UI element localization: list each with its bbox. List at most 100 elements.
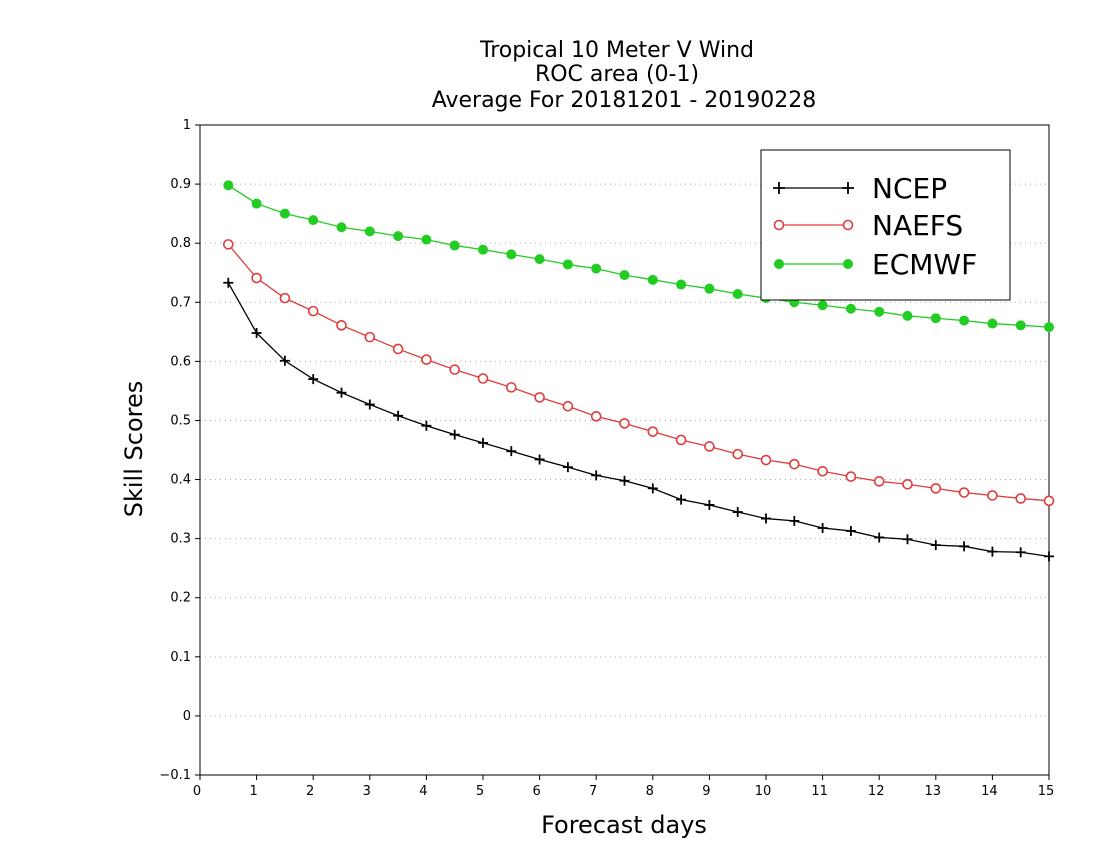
data-point-naefs — [279, 292, 291, 304]
legend-marker-ecmwf-left — [774, 259, 784, 269]
chart-title-line-3: Average For 20181201 - 20190228 — [432, 88, 817, 113]
legend-marker-naefs-right — [842, 219, 854, 231]
x-tick-label: 2 — [306, 784, 314, 799]
data-point-ecmwf — [421, 234, 432, 245]
y-tick-label: 0.4 — [170, 473, 191, 488]
data-point-ecmwf — [364, 226, 375, 237]
data-point-naefs — [902, 478, 913, 490]
data-point-ncep — [817, 523, 828, 533]
data-point-ecmwf — [619, 270, 630, 281]
plot-frame — [199, 124, 1050, 776]
data-point-ecmwf — [223, 180, 234, 191]
x-tick-label: 1 — [249, 784, 257, 799]
x-tick-label: 5 — [476, 784, 484, 799]
legend-label-naefs: NAEFS — [872, 209, 963, 242]
data-point-naefs — [364, 331, 376, 343]
x-tick-label: 7 — [589, 784, 597, 799]
data-point-ncep — [1015, 547, 1026, 558]
data-point-ecmwf — [308, 215, 319, 226]
data-point-ecmwf — [393, 231, 404, 242]
y-tick-label: 1 — [183, 118, 191, 133]
data-point-naefs — [251, 272, 262, 284]
data-point-ncep — [393, 410, 404, 421]
data-point-naefs — [421, 354, 432, 365]
y-tick-label: 0.9 — [170, 177, 191, 192]
legend-label-ecmwf: ECMWF — [872, 248, 977, 281]
data-point-naefs — [647, 426, 659, 437]
x-tick-label: 6 — [532, 784, 540, 799]
legend-label-ncep: NCEP — [872, 172, 947, 205]
data-point-naefs — [675, 434, 687, 446]
x-tick-label: 14 — [981, 784, 998, 799]
data-point-naefs — [958, 487, 970, 498]
data-point-naefs — [505, 382, 517, 393]
data-point-naefs — [223, 239, 234, 250]
data-point-ncep — [845, 525, 856, 536]
legend-entry-ecmwf: ECMWF — [774, 248, 977, 281]
data-point-ncep — [336, 387, 347, 398]
legend-entry-naefs: NAEFS — [773, 209, 963, 242]
data-point-ncep — [902, 534, 913, 545]
data-point-ecmwf — [987, 318, 998, 329]
data-point-naefs — [562, 400, 574, 412]
data-point-naefs — [930, 483, 942, 494]
data-point-ncep — [930, 540, 941, 551]
data-point-naefs — [477, 373, 489, 384]
y-tick-label: 0.2 — [170, 591, 191, 606]
data-point-ecmwf — [562, 259, 573, 270]
x-tick-label: 15 — [1038, 784, 1055, 799]
data-point-ncep — [421, 420, 432, 431]
data-point-ecmwf — [534, 254, 545, 265]
data-point-ecmwf — [1044, 322, 1054, 333]
x-tick-label: 13 — [925, 784, 942, 799]
data-point-ncep — [562, 462, 573, 473]
data-point-ncep — [251, 328, 262, 338]
data-point-ncep — [704, 499, 715, 510]
data-point-ecmwf — [336, 222, 347, 233]
data-point-ncep — [1044, 551, 1054, 562]
series-naefs — [223, 239, 1055, 507]
data-point-ncep — [591, 470, 602, 481]
data-point-ecmwf — [930, 313, 941, 324]
data-point-naefs — [732, 448, 744, 460]
data-point-ecmwf — [506, 249, 517, 260]
x-tick-label: 3 — [363, 784, 371, 799]
data-point-naefs — [534, 392, 545, 403]
data-point-ecmwf — [449, 240, 460, 251]
data-point-ncep — [308, 374, 319, 385]
data-point-naefs — [619, 418, 630, 429]
data-point-ecmwf — [732, 289, 743, 299]
y-tick-label: 0.8 — [170, 236, 191, 251]
data-point-ecmwf — [591, 263, 602, 274]
data-point-ecmwf — [902, 310, 913, 321]
data-point-ecmwf — [279, 208, 290, 219]
data-point-ncep — [874, 532, 885, 543]
y-tick-label: 0.3 — [170, 532, 191, 547]
x-tick-label: 8 — [646, 784, 654, 799]
x-tick-label: 11 — [811, 784, 828, 799]
data-point-naefs — [817, 465, 828, 477]
data-point-ecmwf — [959, 315, 970, 326]
data-point-naefs — [1015, 493, 1027, 504]
data-point-ncep — [732, 507, 743, 518]
data-series — [223, 180, 1055, 562]
y-tick-label: 0.6 — [170, 354, 191, 369]
data-point-ncep — [534, 454, 545, 465]
data-point-naefs — [336, 320, 347, 331]
y-axis-label: Skill Scores — [120, 381, 148, 518]
data-point-ecmwf — [647, 274, 658, 285]
y-tick-label: 0.1 — [170, 650, 191, 665]
data-point-naefs — [873, 476, 885, 487]
chart-title: Tropical 10 Meter V Wind ROC area (0-1) … — [432, 38, 817, 113]
legend-entry-ncep: NCEP — [773, 172, 947, 205]
data-point-naefs — [307, 305, 319, 317]
data-point-ncep — [987, 546, 998, 557]
data-point-ecmwf — [704, 283, 715, 294]
data-point-naefs — [1043, 495, 1055, 507]
data-point-ncep — [279, 355, 290, 366]
legend: NCEP NAEFS ECMWF — [760, 149, 1011, 301]
data-point-naefs — [392, 343, 404, 355]
data-point-naefs — [449, 364, 461, 375]
legend-marker-ncep — [773, 182, 854, 194]
